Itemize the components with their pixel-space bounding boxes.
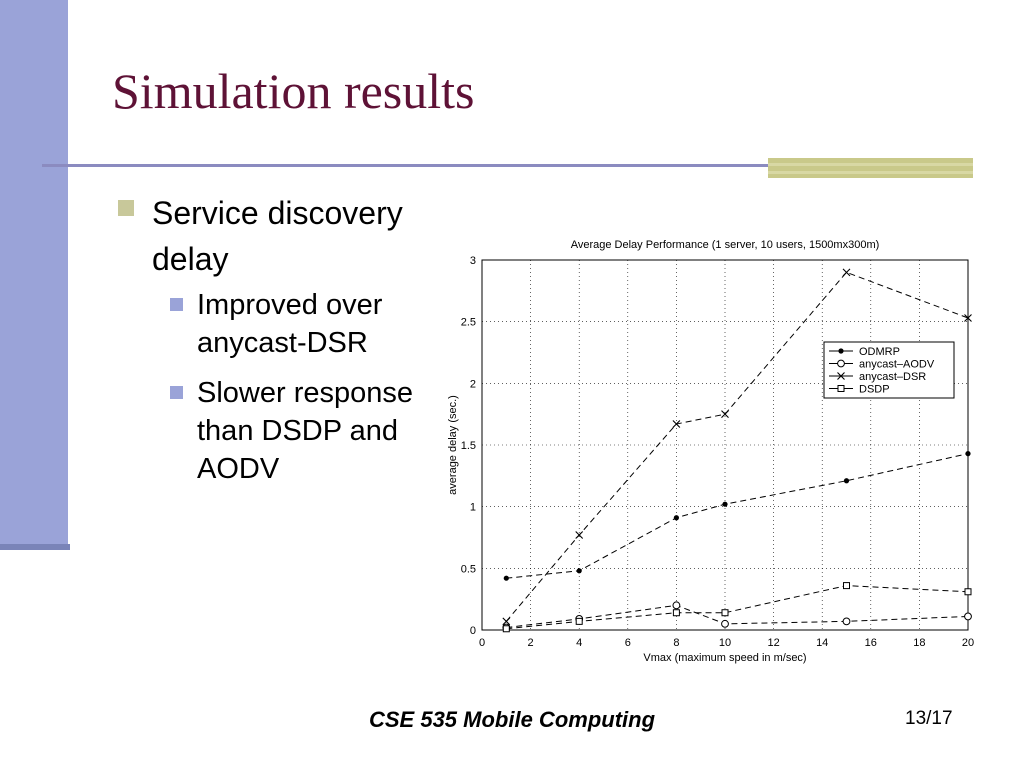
delay-chart: 0 2 4 6 8 10 12 14 16 18 20 0 0.5 1 1.5 2 2.5 3 Average De… [436,230,986,670]
x-tick-label: 12 [767,637,779,649]
legend-marker-anycast-dsr [837,372,845,380]
data-point-odmrp [965,451,971,457]
data-point-anycast-dsr [502,617,511,626]
data-point-dsdp [964,588,972,596]
sub-bullet-square [170,386,183,399]
delay-chart-svg: 0 2 4 6 8 10 12 14 16 18 20 0 0.5 1 1.5 2 2.5 3 Average De… [447,239,974,664]
series-line-anycast-dsr [505,271,969,622]
legend-label-anycast-dsr: anycast–DSR [859,371,926,383]
legend-marker-anycast-aodv [837,359,845,368]
y-tick-label: 2 [470,378,476,390]
data-point-dsdp [575,617,583,625]
data-point-odmrp [673,515,679,521]
y-tick-label: 3 [470,255,476,267]
x-tick-label: 18 [913,637,925,649]
bullet-item: Service discovery delay [118,190,448,282]
y-axis-label: average delay (sec.) [447,395,459,495]
title-rule-accent [768,158,973,178]
data-point-anycast-dsr [964,314,972,322]
x-tick-label: 10 [719,637,731,649]
data-point-anycast-aodv [964,612,972,621]
data-point-dsdp [843,582,850,590]
data-point-anycast-aodv [842,617,851,626]
sub-bullet-text: Improved over anycast-DSR [197,289,383,359]
left-decor-bar [0,0,68,548]
data-point-dsdp [721,609,729,617]
data-point-odmrp [576,568,582,574]
series-line-anycast-aodv [506,604,969,629]
x-tick-label: 8 [673,637,679,649]
y-tick-label: 0.5 [461,563,476,575]
data-point-dsdp [672,609,680,617]
y-tick-label: 0 [470,625,476,637]
x-tick-label: 0 [479,637,485,649]
data-point-dsdp [502,625,510,633]
bullet-text: Service discovery delay [152,195,403,277]
x-tick-label: 2 [528,637,534,649]
slide-title: Simulation results [112,63,475,119]
x-tick-label: 6 [625,637,631,649]
x-tick-label: 20 [962,637,974,649]
legend-label-anycast-aodv: anycast–AODV [859,359,935,371]
sub-bullet-item: Improved over anycast-DSR [170,286,448,362]
data-point-anycast-dsr [721,410,729,419]
bullet-square [118,200,134,216]
x-tick-label: 14 [816,637,828,649]
data-point-anycast-aodv [721,619,729,628]
series-line-dsdp [506,585,969,630]
bullet-list: Service discovery delay Improved over an… [118,190,448,500]
legend-marker-dsdp [837,385,845,392]
x-axis-label: Vmax (maximum speed in m/sec) [643,652,806,664]
left-decor-bar-edge [0,544,70,550]
title-rule [42,164,972,167]
y-tick-label: 1 [470,502,476,514]
sub-bullet-text: Slower response than DSDP and AODV [197,377,413,485]
x-tick-label: 4 [576,637,582,649]
data-point-anycast-aodv [672,601,681,610]
x-tick-label: 16 [865,637,877,649]
footer-course: CSE 535 Mobile Computing [368,707,656,732]
sub-bullet-item: Slower response than DSDP and AODV [170,374,448,488]
chart-title: Average Delay Performance (1 server, 10 … [571,239,880,251]
data-point-odmrp [722,501,728,507]
data-point-anycast-dsr [575,531,584,539]
footer-page-number: 13/17 [905,708,953,729]
legend-marker-odmrp [838,348,844,354]
legend-label-odmrp: ODMRP [859,346,900,358]
series-line-odmrp [506,453,969,579]
y-tick-label: 1.5 [461,440,476,452]
sub-bullet-square [170,298,183,311]
data-point-anycast-dsr [672,420,681,428]
y-tick-label: 2.5 [461,317,476,329]
data-point-odmrp [843,478,850,484]
data-point-anycast-dsr [842,268,851,277]
data-point-odmrp [503,575,509,581]
legend-label-dsdp: DSDP [859,384,890,396]
